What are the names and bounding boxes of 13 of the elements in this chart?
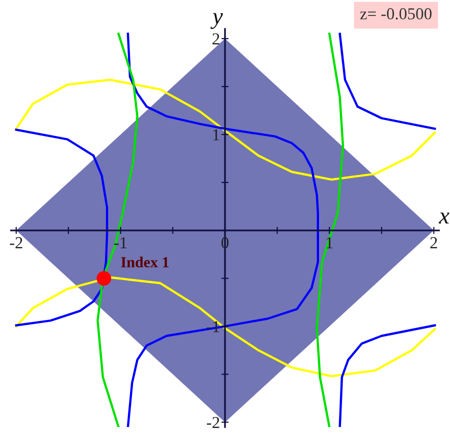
annotation: Index 1 <box>121 256 169 268</box>
line-series <box>338 324 436 427</box>
x-axis-title: x <box>438 212 450 224</box>
y-axis-title: y <box>210 13 223 29</box>
line-series <box>338 32 436 130</box>
text: z= -0.0500 <box>360 8 432 20</box>
y-tick-label: -2 <box>206 416 220 428</box>
line-series <box>316 32 344 427</box>
x-tick-label: 2 <box>430 237 438 248</box>
line-series <box>15 78 436 181</box>
x-tick-label: -2 <box>10 237 22 248</box>
y-tick-label: 2 <box>212 33 220 44</box>
y-tick-label: 1 <box>213 129 220 140</box>
